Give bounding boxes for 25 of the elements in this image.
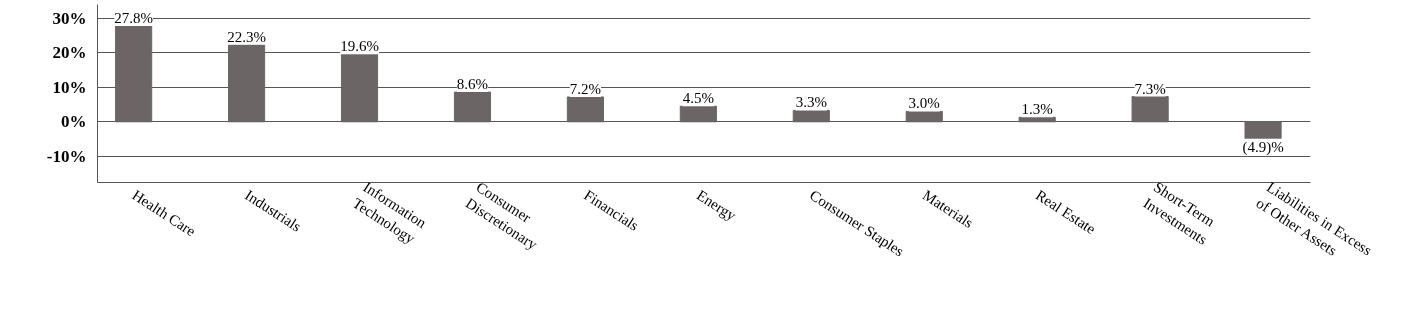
data-label: 4.5% (682, 90, 714, 107)
y-tick-label: 30% (52, 8, 87, 28)
bar (905, 110, 943, 123)
bar (1131, 96, 1169, 123)
data-label: 8.6% (456, 76, 489, 93)
data-label: 3.0% (908, 95, 940, 112)
y-tick-label: -10% (46, 146, 87, 166)
y-tick-label: 10% (52, 77, 87, 97)
data-label: 19.6% (340, 38, 379, 55)
data-label: 27.8% (114, 9, 154, 26)
data-label: 3.3% (795, 94, 827, 111)
y-tick-label: 0% (61, 112, 87, 132)
data-label: 22.3% (227, 28, 266, 45)
bar (792, 109, 830, 123)
bar (679, 105, 717, 123)
bar (566, 96, 604, 123)
data-label: 1.3% (1021, 101, 1053, 118)
bar (1018, 116, 1056, 123)
bar (228, 44, 266, 123)
data-label: 7.3% (1134, 80, 1166, 97)
bar (340, 53, 379, 123)
bar (1244, 121, 1282, 140)
data-label: 7.2% (569, 80, 602, 97)
y-tick-label: 20% (52, 43, 87, 63)
data-label: (4.9)% (1242, 138, 1284, 156)
